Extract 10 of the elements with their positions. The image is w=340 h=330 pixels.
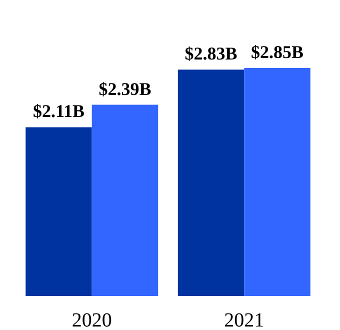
bar xyxy=(92,104,158,296)
data-label: $2.83B xyxy=(184,44,238,64)
bar xyxy=(244,68,310,296)
data-label: $2.85B xyxy=(251,42,304,62)
x-tick-label: 2021 xyxy=(224,310,264,330)
x-tick-label: 2020 xyxy=(72,310,112,330)
data-label: $2.11B xyxy=(32,101,84,122)
bar xyxy=(26,127,92,296)
data-label: $2.39B xyxy=(98,78,152,99)
bar xyxy=(178,70,244,296)
